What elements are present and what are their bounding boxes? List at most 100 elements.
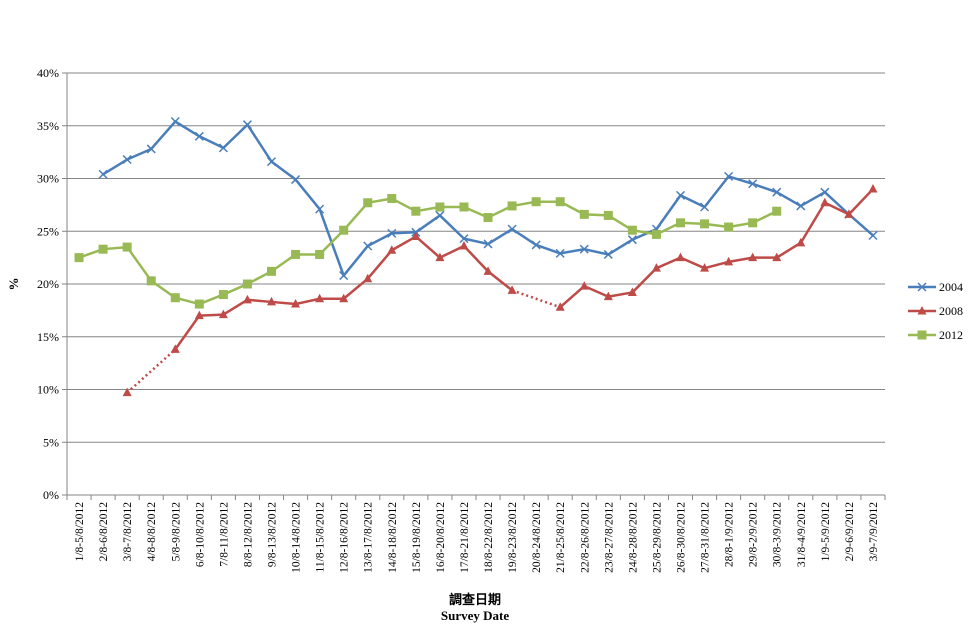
data-point: [411, 231, 421, 241]
data-point: [363, 241, 373, 251]
x-tick-label: 6/8-10/8/2012: [194, 502, 206, 567]
series-line-segment: [390, 235, 418, 252]
x-tick-label: 16/8-20/8/2012: [435, 502, 447, 573]
y-tick-label: 15%: [37, 330, 59, 344]
legend-marker: [917, 330, 927, 340]
data-point: [339, 225, 349, 235]
data-point: [483, 239, 493, 249]
data-point: [868, 230, 878, 241]
x-tick-label: 30/8-3/9/2012: [772, 502, 784, 567]
data-point: [555, 197, 565, 207]
y-tick-label: 10%: [37, 383, 59, 397]
data-point: [387, 245, 397, 254]
x-tick-label: 12/8-16/8/2012: [339, 502, 351, 573]
data-point: [146, 276, 156, 286]
data-point: [170, 344, 180, 353]
y-tick-label: 0%: [43, 488, 59, 502]
data-point: [627, 235, 637, 245]
data-point: [651, 229, 661, 239]
x-axis-title-chinese: 調查日期: [449, 592, 501, 607]
x-tick-label: 21/8-25/8/2012: [555, 502, 567, 573]
x-tick-label: 29/8-2/9/2012: [748, 502, 760, 567]
series-line-segment: [462, 237, 490, 246]
series-line-segment: [125, 245, 153, 283]
series-line-segment: [631, 266, 658, 294]
series-line-segment: [775, 241, 803, 259]
series-line-segment: [270, 300, 297, 306]
series-line-segment: [534, 243, 562, 255]
legend-item-2012: 2012: [908, 328, 963, 342]
series-line-segment: [703, 175, 730, 209]
axes: [66, 73, 886, 500]
data-point: [579, 281, 589, 290]
series-line-segment: [101, 158, 129, 176]
data-point: [675, 190, 686, 200]
x-tick-label: 20/8-24/8/2012: [531, 502, 543, 573]
data-point: [218, 309, 228, 319]
x-tick-label: 3/8-7/8/2012: [122, 502, 134, 562]
series-line-segment: [679, 256, 706, 270]
x-tick-label: 24/8-28/8/2012: [627, 502, 639, 573]
legend-marker: [917, 306, 927, 315]
legend: 2004 2008 2012: [908, 280, 963, 342]
data-point: [435, 202, 445, 212]
data-point: [772, 252, 782, 262]
series-line-segment: [679, 194, 706, 209]
y-axis-title: %: [6, 278, 21, 291]
x-tick-label: 7/8-11/8/2012: [218, 502, 230, 567]
series-line-segment: [486, 227, 514, 246]
series-line-segment: [583, 284, 610, 298]
x-tick-label: 13/8-17/8/2012: [363, 502, 375, 573]
data-point: [411, 206, 421, 216]
series-line-segment: [727, 256, 754, 264]
data-point: [651, 263, 661, 272]
series-line-segment: [462, 244, 490, 273]
data-point: [459, 241, 469, 250]
x-tick-label: 26/8-30/8/2012: [676, 502, 688, 573]
x-tick-label: 4/8-8/8/2012: [146, 502, 158, 562]
data-point: [676, 252, 685, 262]
data-point: [291, 249, 301, 259]
data-point: [676, 218, 685, 228]
legend-item-2004: 2004: [908, 280, 963, 294]
data-point: [531, 197, 541, 207]
series-gap-segment: [126, 348, 177, 394]
data-point: [146, 144, 156, 154]
series-line-segment: [775, 190, 803, 208]
series-line-segment: [198, 135, 225, 150]
y-tick-label: 30%: [37, 172, 59, 186]
x-tick-label: 15/8-19/8/2012: [411, 502, 423, 573]
series-line-segment: [390, 231, 418, 235]
series-line-segment: [799, 201, 827, 245]
data-point: [170, 116, 180, 127]
data-point: [772, 187, 782, 197]
data-point: [724, 171, 734, 181]
x-tick-label: 28/8-1/9/2012: [724, 502, 736, 567]
series-line-segment: [655, 194, 682, 231]
y-tick-label: 35%: [37, 119, 59, 133]
data-point: [483, 213, 493, 223]
data-point: [242, 294, 252, 304]
series-line-segment: [294, 297, 321, 306]
data-point: [603, 210, 613, 220]
series-lines: [74, 116, 878, 397]
series-2004: [98, 116, 878, 281]
data-point: [772, 206, 782, 216]
series-line-segment: [366, 232, 394, 248]
series-2008: [122, 184, 878, 397]
series-line-segment: [342, 201, 369, 232]
x-tick-label: 14/8-18/8/2012: [387, 502, 399, 573]
data-point: [531, 240, 541, 250]
data-point: [507, 224, 517, 234]
x-tick-label: 19/8-23/8/2012: [507, 502, 519, 573]
series-line-segment: [174, 314, 201, 351]
x-tick-label: 27/8-31/8/2012: [700, 502, 712, 573]
legend-item-2008: 2008: [908, 304, 963, 318]
series-line-segment: [583, 247, 610, 256]
data-point: [315, 249, 325, 259]
x-tick-label: 2/8-6/8/2012: [98, 502, 110, 562]
data-point: [218, 143, 228, 153]
data-point: [122, 387, 132, 397]
data-point: [194, 310, 204, 320]
data-point: [579, 209, 589, 219]
